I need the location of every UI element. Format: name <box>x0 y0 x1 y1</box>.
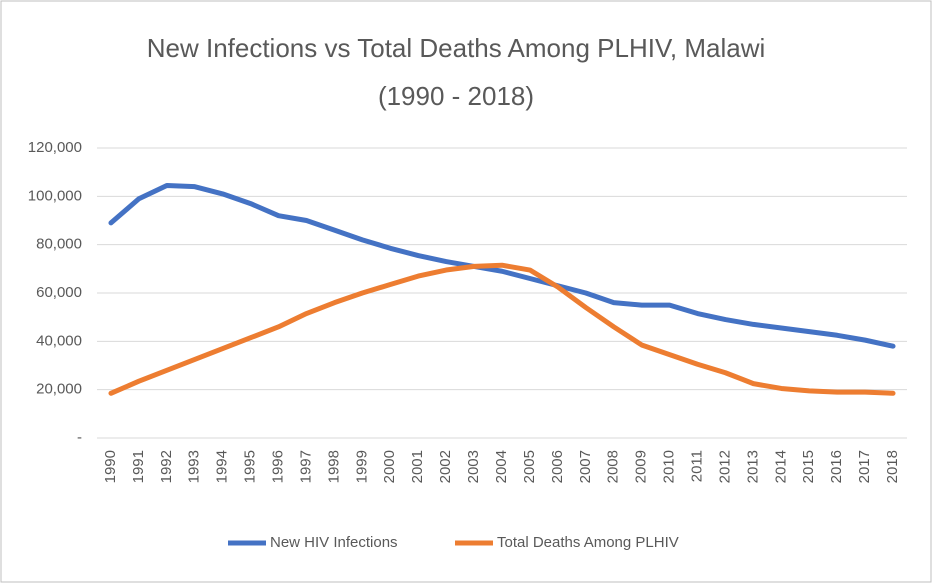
x-tick-label: 1999 <box>353 450 370 483</box>
legend-label: New HIV Infections <box>270 534 398 551</box>
x-tick-label: 2015 <box>800 450 817 483</box>
x-tick-label: 2002 <box>437 450 454 483</box>
x-tick-label: 1993 <box>186 450 203 483</box>
x-tick-label: 2016 <box>828 450 845 483</box>
y-tick-label: 80,000 <box>36 236 82 253</box>
x-tick-label: 2000 <box>381 450 398 483</box>
x-tick-label: 2013 <box>744 450 761 483</box>
series-line <box>108 262 896 396</box>
x-tick-label: 2011 <box>688 450 705 482</box>
x-tick-label: 1997 <box>297 450 314 483</box>
x-tick-label: 2001 <box>409 450 426 483</box>
x-tick-label: 2007 <box>577 450 594 483</box>
y-tick-label: 20,000 <box>36 381 82 398</box>
x-tick-label: 2008 <box>605 450 622 483</box>
legend-label: Total Deaths Among PLHIV <box>497 534 679 551</box>
x-tick-label: 2017 <box>856 450 873 483</box>
chart-subtitle: (1990 - 2018) <box>378 81 534 111</box>
x-tick-label: 2003 <box>465 450 482 483</box>
y-tick-label: 100,000 <box>28 187 82 204</box>
x-tick-label: 2014 <box>772 450 789 483</box>
x-tick-label: 2012 <box>716 450 733 483</box>
x-tick-label: 2006 <box>549 450 566 483</box>
x-tick-label: 2018 <box>884 450 901 483</box>
y-tick-label: 120,000 <box>28 139 82 156</box>
x-tick-label: 1990 <box>102 450 119 483</box>
chart-title: New Infections vs Total Deaths Among PLH… <box>147 33 766 63</box>
y-tick-label: - <box>77 429 82 446</box>
x-tick-label: 1998 <box>325 450 342 483</box>
x-tick-label: 1994 <box>214 450 231 483</box>
y-tick-label: 40,000 <box>36 332 82 349</box>
series-line <box>108 182 896 349</box>
x-tick-label: 1991 <box>130 450 147 483</box>
x-tick-label: 2010 <box>661 450 678 483</box>
y-tick-label: 60,000 <box>36 284 82 301</box>
x-tick-label: 1996 <box>270 450 287 483</box>
x-tick-label: 2005 <box>521 450 538 483</box>
x-tick-label: 1995 <box>242 450 259 483</box>
x-tick-label: 2004 <box>493 450 510 483</box>
x-tick-label: 1992 <box>158 450 175 483</box>
x-tick-label: 2009 <box>633 450 650 483</box>
